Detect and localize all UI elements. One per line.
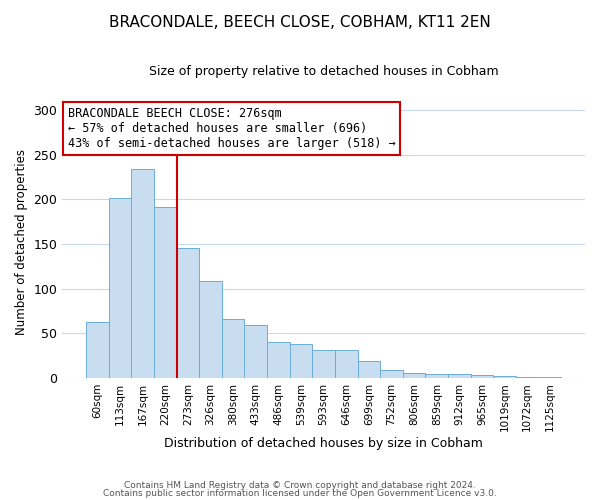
Bar (131, 169, 154, 378)
Bar (267, 342, 290, 378)
Bar (539, 377, 561, 378)
Bar (86, 322, 109, 378)
Y-axis label: Number of detached properties: Number of detached properties (15, 148, 28, 334)
Bar (448, 374, 471, 378)
Bar (176, 248, 199, 378)
Bar (154, 208, 176, 378)
Bar (358, 361, 380, 378)
Text: Contains public sector information licensed under the Open Government Licence v3: Contains public sector information licen… (103, 488, 497, 498)
Text: Contains HM Land Registry data © Crown copyright and database right 2024.: Contains HM Land Registry data © Crown c… (124, 481, 476, 490)
Bar (244, 325, 267, 378)
Title: Size of property relative to detached houses in Cobham: Size of property relative to detached ho… (149, 65, 499, 78)
Bar (222, 319, 244, 378)
X-axis label: Distribution of detached houses by size in Cobham: Distribution of detached houses by size … (164, 437, 483, 450)
Text: BRACONDALE, BEECH CLOSE, COBHAM, KT11 2EN: BRACONDALE, BEECH CLOSE, COBHAM, KT11 2E… (109, 15, 491, 30)
Bar (425, 374, 448, 378)
Bar (109, 198, 131, 378)
Bar (516, 377, 539, 378)
Text: BRACONDALE BEECH CLOSE: 276sqm
← 57% of detached houses are smaller (696)
43% of: BRACONDALE BEECH CLOSE: 276sqm ← 57% of … (68, 107, 395, 150)
Bar (313, 350, 335, 378)
Bar (199, 282, 222, 378)
Bar (335, 350, 358, 378)
Bar (380, 370, 403, 378)
Bar (471, 375, 493, 378)
Bar (493, 376, 516, 378)
Bar (290, 344, 313, 378)
Bar (403, 374, 425, 378)
